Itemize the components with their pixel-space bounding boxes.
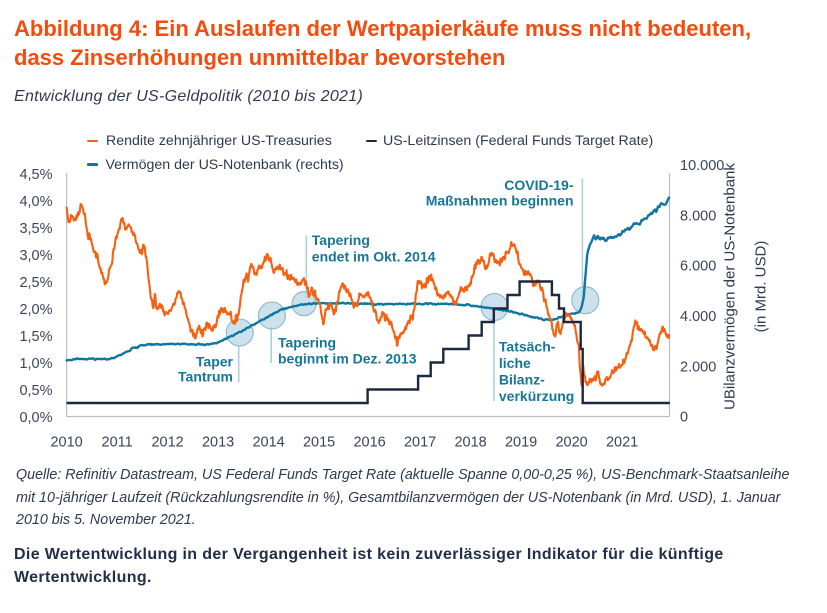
svg-text:Taper: Taper [196, 353, 234, 369]
svg-text:verkürzung: verkürzung [499, 388, 574, 404]
svg-text:0: 0 [680, 410, 688, 426]
svg-text:beginnt im Dez. 2013: beginnt im Dez. 2013 [278, 350, 417, 366]
svg-text:2010: 2010 [50, 434, 82, 450]
svg-text:2015: 2015 [303, 434, 335, 450]
svg-text:1,5%: 1,5% [19, 329, 52, 345]
svg-text:8.000: 8.000 [680, 208, 716, 224]
svg-text:4,5%: 4,5% [19, 167, 52, 183]
svg-text:2013: 2013 [202, 434, 234, 450]
svg-text:2011: 2011 [102, 434, 133, 450]
svg-text:liche: liche [499, 355, 531, 371]
svg-text:6.000: 6.000 [680, 259, 716, 275]
svg-text:Bilanz-: Bilanz- [499, 372, 545, 388]
svg-text:2017: 2017 [404, 434, 436, 450]
svg-text:4,0%: 4,0% [19, 194, 52, 210]
svg-text:Maßnahmen beginnen: Maßnahmen beginnen [426, 193, 574, 209]
svg-text:2,0%: 2,0% [19, 302, 52, 318]
svg-text:COVID-19-: COVID-19- [504, 177, 574, 193]
svg-text:2.000: 2.000 [680, 359, 716, 375]
svg-text:Tantrum: Tantrum [178, 369, 233, 385]
svg-text:2012: 2012 [151, 434, 183, 450]
svg-text:Tapering: Tapering [278, 335, 336, 351]
svg-text:endet im Okt. 2014: endet im Okt. 2014 [312, 249, 436, 265]
svg-text:2016: 2016 [353, 434, 385, 450]
svg-text:4.000: 4.000 [680, 309, 716, 325]
svg-text:Tapering: Tapering [312, 232, 370, 248]
svg-text:2018: 2018 [454, 434, 486, 450]
svg-text:1,0%: 1,0% [19, 356, 52, 372]
svg-text:Tatsäch-: Tatsäch- [499, 339, 556, 355]
svg-text:2014: 2014 [252, 434, 284, 450]
svg-text:2019: 2019 [505, 434, 537, 450]
svg-text:2,5%: 2,5% [19, 275, 52, 291]
svg-text:2021: 2021 [606, 434, 638, 450]
svg-text:10.000: 10.000 [680, 158, 724, 174]
svg-text:0,5%: 0,5% [19, 383, 52, 399]
svg-text:0,0%: 0,0% [19, 410, 52, 426]
svg-text:3,0%: 3,0% [19, 248, 52, 264]
svg-text:3,5%: 3,5% [19, 221, 52, 237]
svg-text:2020: 2020 [555, 434, 587, 450]
